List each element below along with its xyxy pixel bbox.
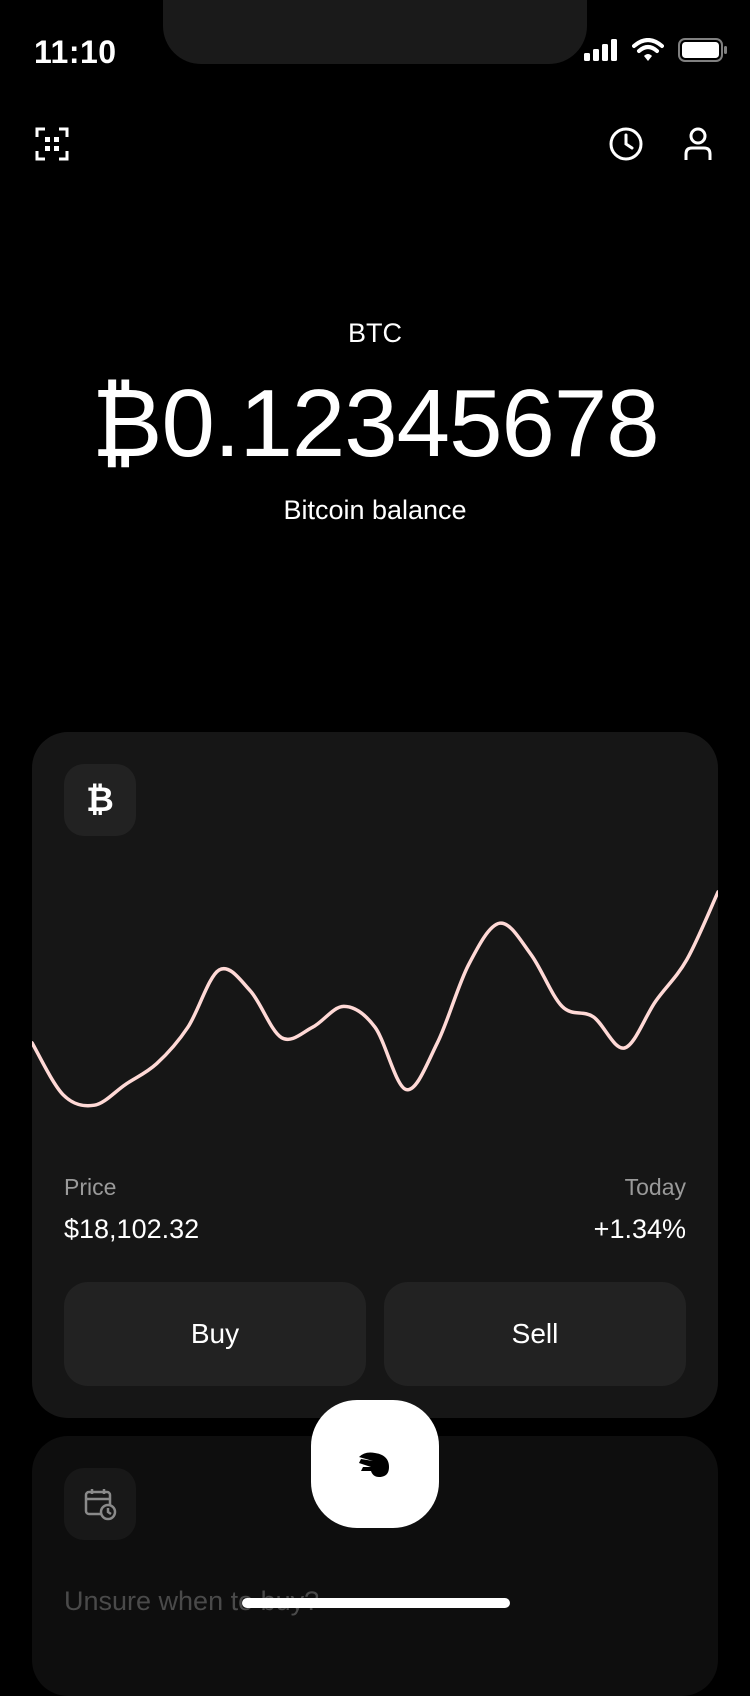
scan-button[interactable]: [28, 120, 76, 168]
user-icon: [684, 127, 712, 160]
price-series-line: [32, 890, 718, 1108]
history-button[interactable]: [602, 120, 650, 168]
balance-label: Bitcoin balance: [283, 495, 467, 525]
cash-app-pay-icon: [359, 1452, 389, 1477]
calendar-badge: [64, 1468, 136, 1540]
notch: [163, 0, 587, 64]
wifi-icon: [632, 38, 664, 61]
sell-button[interactable]: Sell: [384, 1282, 686, 1386]
profile-button[interactable]: [674, 120, 722, 168]
price-value: $18,102.32: [64, 1214, 200, 1244]
price-label: Price: [64, 1174, 117, 1200]
bitcoin-icon: ₿: [64, 764, 136, 836]
status-time: 11:10: [34, 34, 117, 70]
status-bar: 11:10: [0, 0, 750, 110]
today-label: Today: [624, 1174, 686, 1200]
balance-section: BTC ₿0.12345678 Bitcoin balance: [0, 318, 750, 526]
home-indicator: [242, 1598, 510, 1608]
price-card: ₿ Price $18,102.32 Today +1.34% Buy Sell: [32, 732, 718, 1418]
calendar-clock-icon: [84, 1489, 117, 1521]
balance-ticker: BTC: [348, 318, 402, 348]
signal-icon: [584, 39, 617, 61]
status-icons: [584, 38, 728, 62]
today-change: +1.34%: [593, 1214, 686, 1244]
clock-icon: [609, 127, 643, 161]
price-chart: [32, 890, 718, 1108]
pay-fab-button[interactable]: [311, 1400, 439, 1528]
balance-amount: ₿0.12345678: [91, 370, 659, 477]
qr-scan-icon: [35, 127, 69, 161]
buy-button[interactable]: Buy: [64, 1282, 366, 1386]
battery-icon: [678, 38, 727, 62]
